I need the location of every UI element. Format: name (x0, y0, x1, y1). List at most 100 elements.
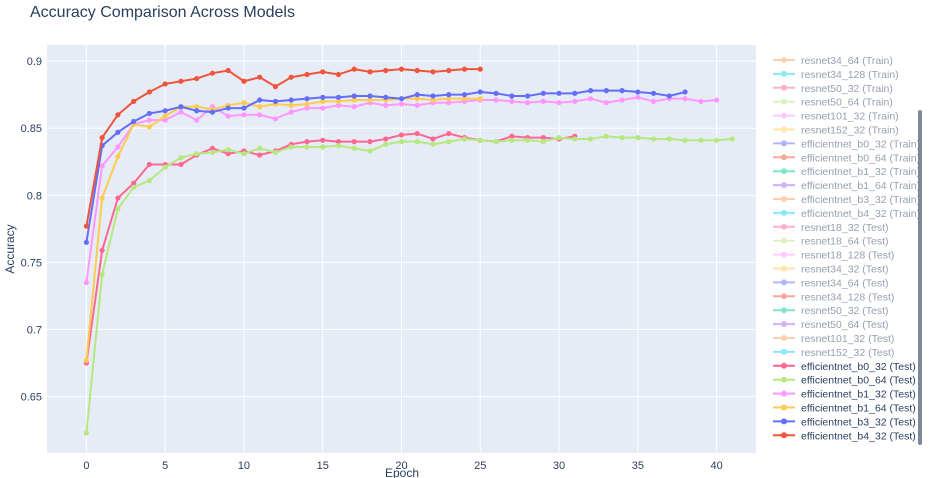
legend-marker (781, 209, 787, 216)
data-point (351, 66, 357, 72)
legend-item[interactable]: resnet50_32 (Test) (773, 305, 889, 317)
data-point (398, 132, 405, 138)
data-point (461, 66, 468, 72)
legend-marker (781, 196, 787, 202)
legend-item[interactable]: efficientnet_b0_32 (Train) (773, 138, 920, 150)
data-point (209, 145, 216, 151)
data-point (178, 109, 184, 115)
data-point (146, 161, 153, 168)
legend-item[interactable]: efficientnet_b1_64 (Test) (773, 403, 916, 415)
y-tick-label: 0.9 (27, 56, 42, 68)
legend-item[interactable]: efficientnet_b3_32 (Test) (773, 416, 916, 428)
legend-item[interactable]: resnet152_32 (Test) (773, 347, 894, 359)
legend-item[interactable]: resnet34_128 (Test) (773, 291, 894, 303)
data-point (446, 130, 452, 137)
data-point (115, 195, 121, 201)
legend-item[interactable]: efficientnet_b1_64 (Train) (773, 180, 920, 192)
legend-item[interactable]: efficientnet_b0_64 (Train) (773, 152, 920, 164)
legend-item[interactable]: efficientnet_b4_32 (Train) (773, 208, 920, 220)
data-point (666, 136, 672, 142)
x-tick-label: 30 (553, 460, 565, 472)
x-tick-label: 25 (474, 460, 486, 472)
legend-label: resnet34_128 (Test) (801, 291, 894, 303)
data-point (666, 93, 672, 99)
legend-label: efficientnet_b1_32 (Train) (801, 166, 920, 178)
data-point (698, 98, 704, 104)
legend-item[interactable]: resnet18_128 (Test) (773, 250, 894, 262)
legend-item[interactable]: efficientnet_b3_32 (Train) (773, 194, 920, 206)
data-point (178, 161, 184, 168)
legend-marker (781, 70, 787, 77)
data-point (351, 97, 357, 103)
legend-label: efficientnet_b4_32 (Test) (801, 430, 916, 442)
x-tick-label: 20 (395, 460, 407, 472)
data-point (257, 97, 263, 103)
legend-item[interactable]: efficientnet_b0_64 (Test) (773, 375, 916, 387)
data-point (162, 117, 168, 123)
legend-marker (781, 237, 787, 244)
data-point (414, 92, 420, 98)
y-tick-label: 0.85 (21, 123, 42, 135)
legend-marker (781, 335, 787, 341)
legend-item[interactable]: resnet34_64 (Train) (773, 55, 893, 67)
series-efficientnet-b0-64-test (83, 133, 735, 436)
data-point (540, 139, 546, 145)
data-point (162, 81, 168, 87)
legend-scrollbar[interactable] (918, 110, 922, 445)
legend-item[interactable]: efficientnet_b1_32 (Test) (773, 389, 916, 401)
data-point (383, 94, 389, 100)
legend-item[interactable]: resnet50_64 (Train) (773, 97, 893, 109)
data-point (477, 137, 483, 143)
data-point (603, 100, 609, 106)
legend-marker (781, 376, 787, 383)
legend-item[interactable]: resnet152_32 (Train) (773, 125, 899, 137)
data-point (99, 247, 105, 253)
data-point (131, 98, 137, 104)
data-point (524, 93, 531, 99)
data-point (288, 97, 294, 103)
legend-item[interactable]: efficientnet_b4_32 (Test) (773, 430, 916, 442)
data-point (477, 66, 483, 72)
data-point (729, 136, 735, 142)
legend-item[interactable]: resnet101_32 (Train) (773, 111, 899, 123)
legend-item[interactable]: resnet18_32 (Test) (773, 222, 889, 234)
legend-item[interactable]: resnet34_64 (Test) (773, 277, 889, 289)
data-point (146, 117, 153, 123)
data-point (430, 69, 436, 75)
data-point (194, 75, 200, 82)
data-point (304, 101, 310, 107)
data-point (335, 71, 342, 78)
legend-marker (781, 293, 787, 300)
data-point (99, 135, 105, 141)
data-point (493, 90, 499, 96)
legend-label: resnet50_64 (Train) (801, 97, 893, 109)
legend-item[interactable]: efficientnet_b0_32 (Test) (773, 361, 916, 373)
data-point (225, 147, 231, 153)
data-point (414, 102, 420, 108)
data-point (430, 93, 436, 99)
legend-item[interactable]: resnet18_64 (Test) (773, 236, 889, 248)
x-tick-label: 40 (710, 460, 722, 472)
legend-label: efficientnet_b1_32 (Test) (801, 389, 916, 401)
data-point (162, 113, 168, 119)
data-point (257, 112, 263, 118)
data-point (320, 144, 326, 150)
legend-item[interactable]: efficientnet_b1_32 (Train) (773, 166, 920, 178)
legend-label: efficientnet_b1_64 (Test) (801, 403, 916, 415)
data-point (272, 84, 279, 90)
data-point (540, 98, 546, 104)
legend-item[interactable]: resnet34_128 (Train) (773, 69, 899, 81)
data-point (635, 94, 641, 100)
data-point (288, 109, 294, 115)
legend-item[interactable]: resnet34_32 (Test) (773, 264, 889, 276)
data-point (115, 153, 121, 159)
data-point (446, 92, 452, 98)
data-point (83, 430, 89, 436)
legend-item[interactable]: resnet50_32 (Train) (773, 83, 893, 95)
data-point (131, 118, 137, 125)
legend-item[interactable]: resnet50_64 (Test) (773, 319, 889, 331)
data-point (131, 180, 137, 186)
data-point (398, 101, 405, 107)
legend-item[interactable]: resnet101_32 (Test) (773, 333, 894, 345)
legend-label: resnet18_128 (Test) (801, 250, 894, 262)
